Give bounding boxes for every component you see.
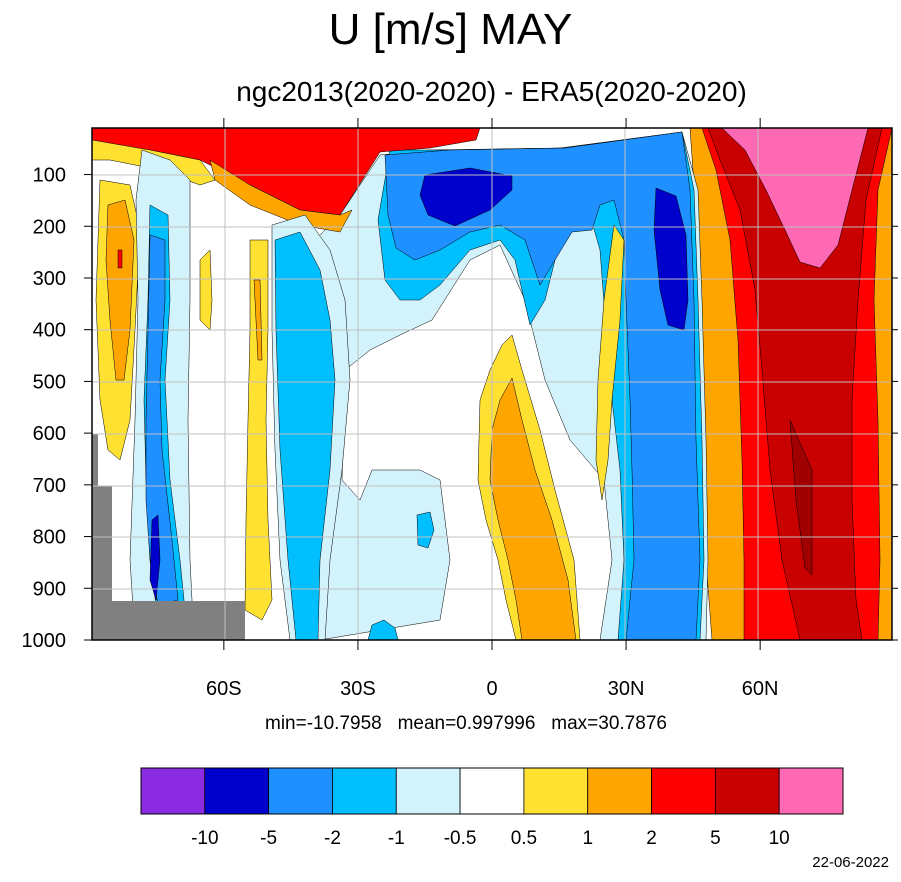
contour-region-s-orange-thin <box>253 279 263 361</box>
colorbar-swatch <box>459 767 525 815</box>
colorbar-swatch <box>523 767 589 815</box>
colorbar-label: -0.5 <box>444 828 477 849</box>
contour-region-s-yellow-band <box>244 239 273 621</box>
missing-data-topography <box>92 434 245 640</box>
stat-min: min=-10.7958 <box>265 713 382 734</box>
contour-region-trop-darkblue <box>419 167 513 227</box>
y-tick-label: 800 <box>33 527 66 549</box>
colorbar-swatch <box>778 767 844 815</box>
colorbar-swatch <box>587 767 652 815</box>
colorbar-label: 10 <box>769 828 790 849</box>
contour-region-s-darkblue-col <box>149 514 161 601</box>
colorbar-label: -5 <box>260 828 277 849</box>
colorbar-frame <box>140 767 844 815</box>
colorbar-label: -10 <box>191 828 218 849</box>
y-tick-label: 100 <box>33 165 66 187</box>
contour-region-s-blue-bottom <box>367 619 399 640</box>
colorbar-swatch <box>714 767 780 815</box>
y-tick-label: 400 <box>33 320 66 342</box>
contour-region-n-darkred <box>707 128 883 640</box>
x-axis: 60S 30S 0 30N 60N <box>206 118 779 700</box>
y-tick-label: 300 <box>33 268 66 290</box>
x-tick-label: 0 <box>486 678 497 700</box>
contour-field <box>92 128 892 640</box>
colorbar-label: 5 <box>710 828 721 849</box>
y-tick-label: 600 <box>33 423 66 445</box>
colorbar-swatch <box>395 767 461 815</box>
colorbar-swatch <box>268 767 333 815</box>
colorbar-swatch <box>204 767 270 815</box>
x-tick-label: 60S <box>206 678 242 700</box>
colorbar-swatch <box>651 767 716 815</box>
colorbar-label: 1 <box>582 828 593 849</box>
contour-region-n-darkestred <box>789 419 813 576</box>
stat-mean: mean=0.997996 <box>397 713 536 734</box>
y-tick-label: 700 <box>33 475 66 497</box>
colorbar-label: 2 <box>646 828 657 849</box>
chart-subtitle: ngc2013(2020-2020) - ERA5(2020-2020) <box>236 76 747 107</box>
contour-region-n-yellow <box>595 224 625 501</box>
y-tick-label: 200 <box>33 216 66 238</box>
stats-line: min=-10.7958 mean=0.997996 max=30.7876 <box>265 712 667 736</box>
y-tick-label: 1000 <box>22 630 67 652</box>
x-tick-label: 30N <box>608 678 645 700</box>
contour-region-s-midblue-col <box>145 234 179 606</box>
date-stamp: 22-06-2022 <box>812 854 889 871</box>
colorbar: -10 -5 -2 -1 -0.5 0.5 1 2 5 10 <box>140 767 844 849</box>
y-tick-label: 500 <box>33 371 66 393</box>
colorbar-label: -1 <box>388 828 405 849</box>
contour-region-s-red-dot <box>117 249 123 269</box>
colorbar-swatch <box>332 767 397 815</box>
gridlines <box>92 128 892 640</box>
chart-title: U [m/s] MAY <box>328 5 573 54</box>
stat-max: max=30.7876 <box>551 713 667 734</box>
contour-region-s-orange-column <box>105 199 135 381</box>
contour-region-s-yellow-thin <box>199 249 213 331</box>
contour-region-s-lightblue-spot <box>416 511 435 549</box>
y-tick-label: 900 <box>33 578 66 600</box>
contour-region-s-blue-band <box>274 231 336 640</box>
colorbar-swatch <box>140 767 206 815</box>
x-tick-label: 60N <box>742 678 779 700</box>
colorbar-label: -2 <box>324 828 341 849</box>
contour-region-s-orange-top <box>209 159 353 233</box>
x-tick-label: 30S <box>340 678 376 700</box>
colorbar-label: 0.5 <box>511 828 537 849</box>
y-axis: 100 200 300 400 500 600 700 800 900 1000 <box>22 165 898 652</box>
